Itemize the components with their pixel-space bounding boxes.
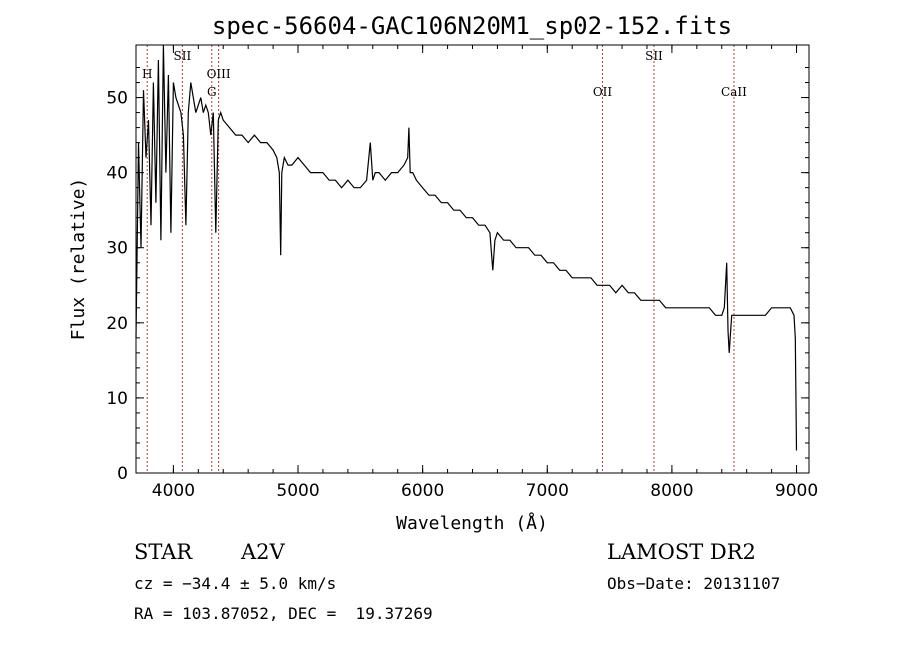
y-tick-label: 10 — [106, 389, 128, 409]
spectrum-series-line — [135, 44, 798, 451]
spectral-line-label: H — [142, 67, 152, 81]
y-axis-label: Flux (relative) — [68, 178, 89, 341]
y-tick-label: 30 — [106, 239, 128, 259]
y-tick-label: 50 — [106, 89, 128, 109]
redshift-velocity: cz = −34.4 ± 5.0 km/s — [134, 574, 337, 593]
x-tick-label: 6000 — [401, 481, 444, 501]
x-axis-label: Wavelength (Å) — [396, 512, 548, 534]
y-tick-label: 40 — [106, 164, 128, 184]
chart-title: spec-56604-GAC106N20M1_sp02-152.fits — [212, 12, 732, 40]
x-tick-label: 9000 — [775, 481, 818, 501]
spectral-line-label: OIII — [207, 67, 231, 81]
coordinates: RA = 103.87052, DEC = 19.37269 — [134, 604, 433, 623]
spectral-subclass: A2V — [241, 540, 285, 564]
spectral-line-label: SII — [174, 49, 192, 63]
object-type: STAR — [134, 540, 193, 564]
spectral-line-label: G — [207, 85, 217, 99]
x-tick-label: 7000 — [526, 481, 569, 501]
x-tick-label: 4000 — [152, 481, 195, 501]
y-tick-label: 20 — [106, 314, 128, 334]
spectral-line-markers: H SII G OIII OII SII CaII — [142, 45, 747, 473]
y-tick-label: 0 — [117, 464, 128, 484]
spectral-line-label: OII — [593, 85, 613, 99]
y-axis: 0 10 20 30 40 50 — [106, 67, 809, 484]
x-axis: 4000 5000 6000 7000 8000 9000 — [152, 45, 818, 501]
spectral-line-label: SII — [645, 49, 663, 63]
observation-date: Obs−Date: 20131107 — [607, 574, 781, 593]
plot-frame — [135, 44, 810, 474]
x-tick-label: 8000 — [650, 481, 693, 501]
survey-name: LAMOST DR2 — [607, 540, 756, 564]
x-tick-label: 5000 — [276, 481, 319, 501]
spectral-line-label: CaII — [721, 85, 747, 99]
